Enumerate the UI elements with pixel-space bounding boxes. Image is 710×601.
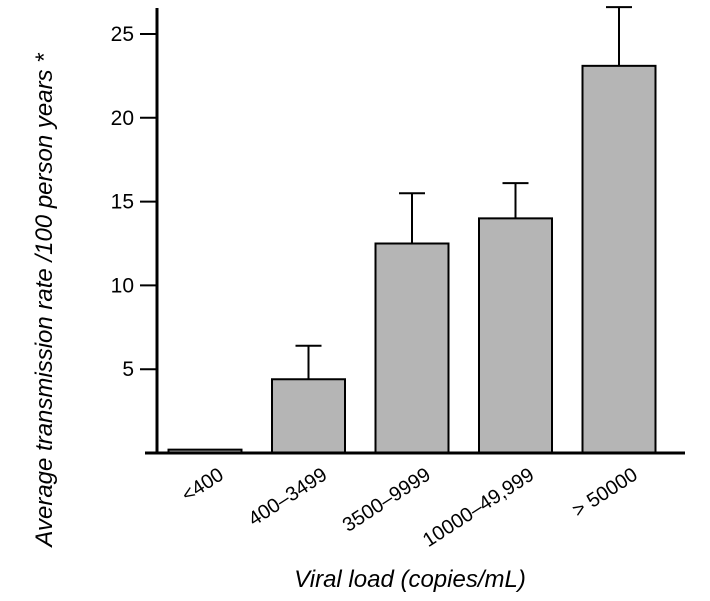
y-tick-label: 25 [111,23,134,46]
y-tick-label: 15 [111,191,134,214]
x-tick-label: 10000–49,999 [419,464,538,552]
x-tick-label: 400–3499 [245,464,332,531]
y-axis-title: Average transmission rate /100 person ye… [31,53,58,549]
bar [374,242,450,454]
x-tick-label: > 50000 [569,464,642,522]
bar [581,64,657,455]
x-tick-label: 3500–9999 [339,464,435,537]
bars-layer [167,6,657,455]
y-tick-label: 10 [111,274,134,297]
x-axis-title: Viral load (copies/mL) [294,566,526,593]
bar [271,378,346,455]
x-tick-label: <400 [178,464,228,507]
axes-layer [140,8,685,455]
y-tick-label: 20 [111,107,134,130]
bar [478,217,553,454]
y-tick-label: 5 [122,358,134,381]
